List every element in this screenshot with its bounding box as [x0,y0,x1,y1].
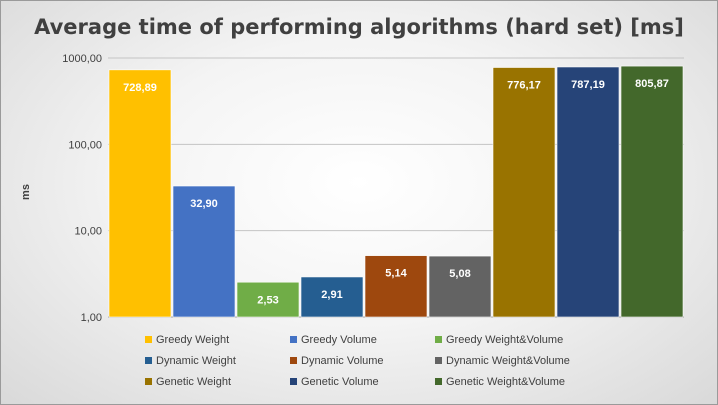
legend: Greedy Weight Greedy Volume Greedy Weight&… [145,332,585,389]
bar [620,65,684,318]
legend-item: Genetic Weight [145,374,290,389]
bar [108,69,172,318]
legend-item: Dynamic Weight [145,353,290,368]
y-tick-label: 1,00 [81,312,102,324]
legend-swatch [145,357,152,364]
bar [236,281,300,318]
legend-label: Dynamic Volume [301,354,384,367]
bar [556,66,620,318]
legend-swatch [435,378,442,385]
legend-label: Dynamic Weight [156,354,236,367]
legend-item: Genetic Weight&Volume [435,374,585,389]
y-tick-label: 100,00 [68,139,102,151]
legend-label: Greedy Weight [156,333,230,346]
plot-area: 1,00 10,00 100,00 1000,00 728,89 32,90 2,53 2,9… [62,53,684,324]
legend-swatch [435,336,442,343]
legend-label: Genetic Weight [156,375,232,388]
legend-label: Dynamic Weight&Volume [446,354,570,367]
legend-item: Greedy Weight&Volume [435,332,585,347]
legend-item: Greedy Weight [145,332,290,347]
legend-swatch [145,378,152,385]
legend-item: Greedy Volume [290,332,435,347]
bar-data-label: 32,90 [190,198,218,210]
legend-label: Genetic Volume [301,375,379,388]
legend-label: Genetic Weight&Volume [446,375,566,388]
chart-title: Average time of performing algorithms (h… [34,15,684,39]
legend-item: Genetic Volume [290,374,435,389]
legend-item: Dynamic Weight&Volume [435,353,585,368]
bar-data-label: 728,89 [123,82,157,94]
bar-data-label: 2,91 [321,289,342,301]
legend-swatch [290,378,297,385]
bar [364,255,428,318]
bar [428,255,492,318]
legend-swatch [290,336,297,343]
legend-item: Dynamic Volume [290,353,435,368]
legend-swatch [145,336,152,343]
bar-data-label: 787,19 [571,79,605,91]
legend-label: Greedy Volume [301,333,377,346]
bar-data-label: 5,08 [449,268,470,280]
bar [172,185,236,318]
bar-data-label: 2,53 [257,295,278,307]
bar-data-label: 805,87 [635,78,669,90]
y-tick-label: 10,00 [74,226,102,238]
bar-data-label: 776,17 [507,80,541,92]
legend-swatch [290,357,297,364]
bar [492,67,556,318]
bar-data-label: 5,14 [385,268,407,280]
legend-label: Greedy Weight&Volume [446,333,564,346]
bar [300,276,364,318]
legend-swatch [435,357,442,364]
y-tick-label: 1000,00 [62,53,102,65]
